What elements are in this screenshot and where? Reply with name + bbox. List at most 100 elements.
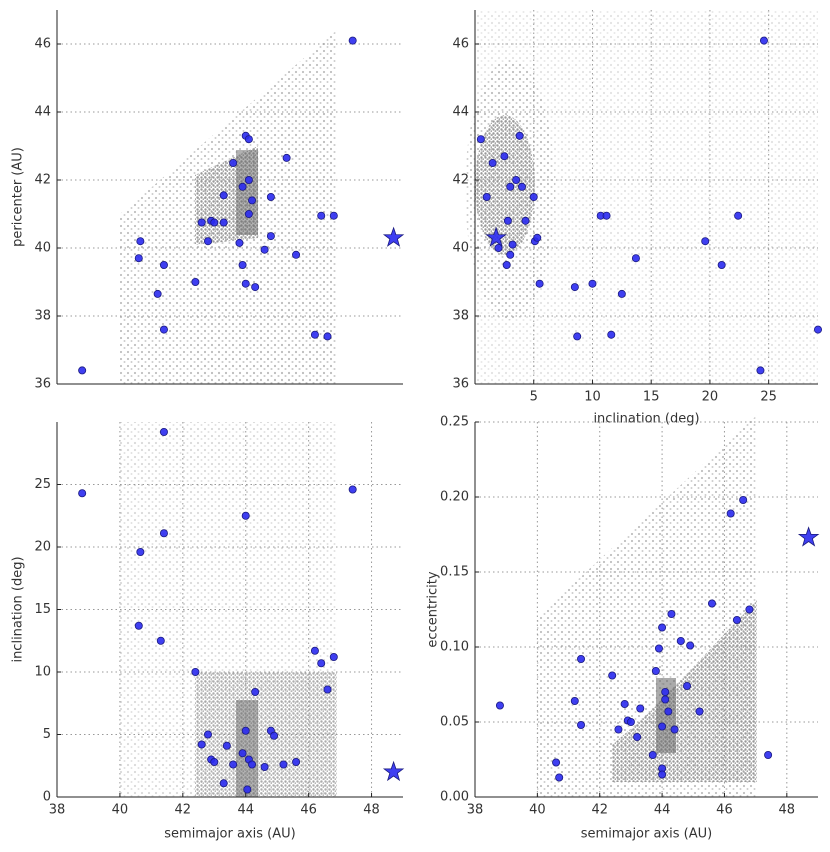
x-tick-label: 44 (654, 803, 671, 818)
y-tick-label: 46 (452, 37, 469, 52)
star-point (485, 226, 507, 247)
object-point (726, 509, 735, 518)
object-point (197, 218, 206, 227)
object-point (577, 655, 586, 664)
object-point (159, 260, 168, 269)
object-point (329, 653, 338, 662)
object-point (756, 366, 765, 375)
y-tick-label: 25 (34, 477, 51, 492)
x-tick-label: 48 (363, 803, 380, 818)
object-point (695, 707, 704, 716)
object-point (631, 254, 640, 263)
object-point (667, 610, 676, 619)
x-tick-label: 10 (584, 390, 601, 405)
object-point (764, 751, 773, 760)
object-point (814, 325, 823, 334)
object-point (197, 740, 206, 749)
object-point (636, 704, 645, 713)
object-point (535, 279, 544, 288)
object-point (745, 605, 754, 614)
object-point (508, 240, 517, 249)
star-point (382, 226, 405, 247)
x-tick-label: 38 (49, 803, 66, 818)
y-axis-label: pericenter (AU) (11, 147, 26, 247)
object-point (191, 277, 200, 286)
x-tick-label: 20 (702, 390, 719, 405)
object-point (651, 667, 660, 676)
y-tick-label: 40 (34, 241, 51, 256)
y-tick-label: 5 (43, 727, 51, 742)
object-point (248, 760, 257, 769)
object-point (134, 254, 143, 263)
x-tick-label: 40 (112, 803, 129, 818)
y-tick-label: 0.15 (440, 565, 469, 580)
object-point (552, 758, 561, 767)
object-point (323, 685, 332, 694)
object-point (238, 182, 247, 191)
x-tick-label: 25 (760, 390, 777, 405)
object-point (515, 131, 524, 140)
object-point (517, 182, 526, 191)
x-tick-label: 46 (716, 803, 733, 818)
x-tick-label: 48 (779, 803, 796, 818)
object-point (503, 216, 512, 225)
x-axis-label: semimajor axis (AU) (164, 827, 295, 842)
object-point (251, 283, 260, 292)
object-point (241, 726, 250, 735)
object-point (292, 250, 301, 259)
object-point (292, 758, 301, 767)
object-point (244, 209, 253, 218)
star-point (797, 526, 820, 547)
object-point (570, 283, 579, 292)
object-point (573, 332, 582, 341)
star-point (382, 760, 405, 782)
object-point (482, 192, 491, 201)
y-tick-label: 36 (34, 377, 51, 392)
object-point (717, 260, 726, 269)
object-point (348, 36, 357, 45)
object-point (248, 196, 257, 205)
object-point (191, 668, 200, 677)
x-tick-label: 42 (175, 803, 192, 818)
x-tick-label: 44 (237, 803, 254, 818)
object-point (661, 695, 670, 704)
y-tick-label: 0.25 (440, 415, 469, 430)
object-point (658, 770, 667, 779)
object-point (317, 659, 326, 668)
object-point (78, 489, 87, 498)
object-point (661, 688, 670, 697)
object-point (734, 211, 743, 220)
x-tick-label: 15 (643, 390, 660, 405)
object-point (251, 688, 260, 697)
object-point (686, 641, 695, 650)
x-tick-label: 46 (300, 803, 317, 818)
y-tick-label: 20 (34, 540, 51, 555)
object-point (134, 621, 143, 630)
object-point (310, 646, 319, 655)
object-point (266, 192, 275, 201)
x-tick-label: 40 (529, 803, 546, 818)
y-tick-label: 0.10 (440, 640, 469, 655)
object-point (203, 237, 212, 246)
object-point (282, 153, 291, 162)
object-point (317, 211, 326, 220)
object-point (494, 243, 503, 252)
object-point (676, 637, 685, 646)
object-point (476, 135, 485, 144)
x-axis-label: inclination (deg) (593, 412, 699, 427)
y-tick-label: 38 (452, 309, 469, 324)
object-point (203, 730, 212, 739)
y-tick-label: 38 (34, 309, 51, 324)
object-point (614, 725, 623, 734)
object-point (500, 152, 509, 161)
object-point (279, 760, 288, 769)
y-tick-label: 0.05 (440, 715, 469, 730)
object-point (633, 733, 642, 742)
object-point (136, 237, 145, 246)
object-point (159, 529, 168, 538)
object-point (229, 760, 238, 769)
y-tick-label: 42 (34, 173, 51, 188)
object-point (244, 135, 253, 144)
object-point (683, 682, 692, 691)
